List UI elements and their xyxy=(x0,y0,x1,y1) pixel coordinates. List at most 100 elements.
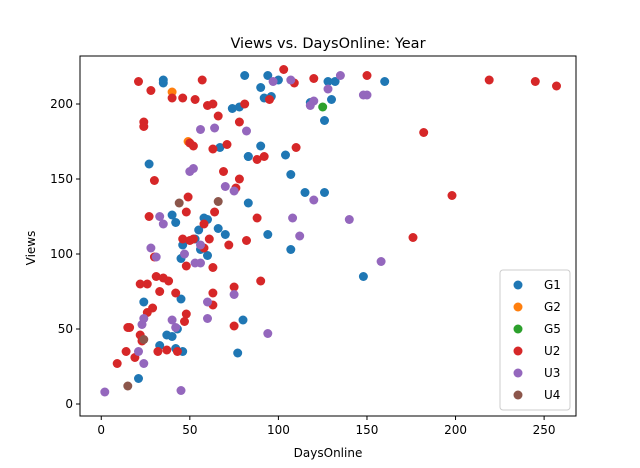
legend: G1 G2 G5 U2 U3 U4 xyxy=(499,269,571,411)
data-point-u2 xyxy=(183,192,193,202)
data-point-u3 xyxy=(229,186,239,196)
data-point-u3 xyxy=(134,347,143,356)
data-point-u2 xyxy=(178,234,188,244)
data-point-u3 xyxy=(196,240,205,250)
data-point-u2 xyxy=(146,86,156,95)
data-point-u3 xyxy=(268,77,278,86)
data-point-g1 xyxy=(243,152,253,161)
data-point-g1 xyxy=(144,159,154,169)
data-point-u2 xyxy=(181,207,191,217)
data-point-g1 xyxy=(323,77,333,86)
data-point-g1 xyxy=(263,71,273,80)
y-tick-label: 200 xyxy=(50,97,73,111)
data-point-u2 xyxy=(125,323,135,332)
data-point-u2 xyxy=(148,303,158,313)
data-point-g1 xyxy=(203,251,212,260)
data-point-u3 xyxy=(146,243,156,253)
data-point-g1 xyxy=(300,188,310,197)
data-point-u2 xyxy=(219,167,228,176)
data-point-u2 xyxy=(149,176,159,185)
data-point-u2 xyxy=(144,212,154,221)
data-point-u2 xyxy=(151,272,161,281)
data-point-u2 xyxy=(178,93,188,103)
data-point-u2 xyxy=(256,276,266,286)
data-point-u3 xyxy=(203,297,212,307)
data-point-u3 xyxy=(188,164,198,173)
data-point-g1 xyxy=(320,188,329,197)
data-point-g1 xyxy=(281,150,290,160)
data-point-u2 xyxy=(419,128,429,137)
data-point-u2 xyxy=(447,191,457,200)
data-point-u2 xyxy=(224,240,234,250)
data-point-u3 xyxy=(220,182,230,191)
data-point-u2 xyxy=(167,93,177,103)
data-point-u3 xyxy=(344,215,354,224)
data-point-u3 xyxy=(309,195,319,205)
data-point-g1 xyxy=(213,224,223,233)
data-point-u2 xyxy=(552,81,561,91)
data-point-u3 xyxy=(335,71,345,80)
data-point-u2 xyxy=(135,279,145,289)
y-tick-label: 100 xyxy=(50,247,73,261)
x-tick-label: 100 xyxy=(267,423,290,437)
data-point-u2 xyxy=(265,95,274,104)
data-point-g1 xyxy=(240,71,250,80)
data-point-u3 xyxy=(151,252,161,262)
data-point-u2 xyxy=(240,99,250,109)
y-tick-label: 50 xyxy=(58,322,73,336)
data-point-u2 xyxy=(234,174,244,184)
data-point-g1 xyxy=(243,198,253,208)
data-point-u4 xyxy=(213,197,223,206)
data-point-u3 xyxy=(139,359,149,368)
x-axis-label: DaysOnline xyxy=(294,446,363,460)
data-point-u3 xyxy=(171,323,181,332)
data-point-u2 xyxy=(309,74,319,83)
data-point-u3 xyxy=(323,84,333,94)
legend-label-g2: G2 xyxy=(544,300,561,314)
data-point-u2 xyxy=(252,155,262,164)
data-point-u2 xyxy=(210,207,220,217)
legend-label-u4: U4 xyxy=(544,388,560,402)
data-point-g1 xyxy=(286,245,296,254)
data-point-u3 xyxy=(196,125,205,134)
data-point-g1 xyxy=(215,143,225,152)
data-point-u2 xyxy=(362,71,372,80)
data-point-u2 xyxy=(208,288,218,298)
x-tick-label: 250 xyxy=(533,423,556,437)
data-point-u3 xyxy=(286,75,296,85)
legend-marker-u2 xyxy=(513,346,523,356)
data-point-g1 xyxy=(327,95,336,104)
data-point-u2 xyxy=(172,347,182,356)
data-point-u2 xyxy=(208,99,218,109)
data-point-u2 xyxy=(185,236,195,245)
data-point-u2 xyxy=(164,276,174,286)
plot-frame xyxy=(79,55,577,417)
data-point-u3 xyxy=(288,213,298,223)
data-point-u2 xyxy=(208,263,218,272)
data-point-u2 xyxy=(229,321,239,331)
data-point-g5 xyxy=(318,102,328,112)
data-point-u3 xyxy=(295,231,305,241)
data-point-g1 xyxy=(134,374,143,383)
data-point-u3 xyxy=(155,212,165,221)
data-point-g1 xyxy=(256,83,266,92)
data-point-u3 xyxy=(158,219,168,229)
data-point-u3 xyxy=(242,126,251,136)
data-point-u2 xyxy=(188,141,198,151)
data-point-u2 xyxy=(291,143,301,152)
data-point-u2 xyxy=(242,236,251,245)
legend-label-g5: G5 xyxy=(544,322,561,336)
data-point-u2 xyxy=(229,282,239,292)
data-point-u2 xyxy=(530,77,540,86)
data-point-u3 xyxy=(176,386,186,395)
data-point-g1 xyxy=(286,170,296,179)
data-point-u4 xyxy=(123,381,133,391)
data-point-g1 xyxy=(194,225,204,235)
data-point-g1 xyxy=(139,297,149,307)
data-point-u4 xyxy=(139,335,149,344)
data-point-u2 xyxy=(484,75,494,85)
data-point-u2 xyxy=(112,359,122,368)
data-point-u2 xyxy=(153,347,163,356)
legend-marker-g1 xyxy=(513,280,523,290)
data-point-u2 xyxy=(155,287,165,296)
